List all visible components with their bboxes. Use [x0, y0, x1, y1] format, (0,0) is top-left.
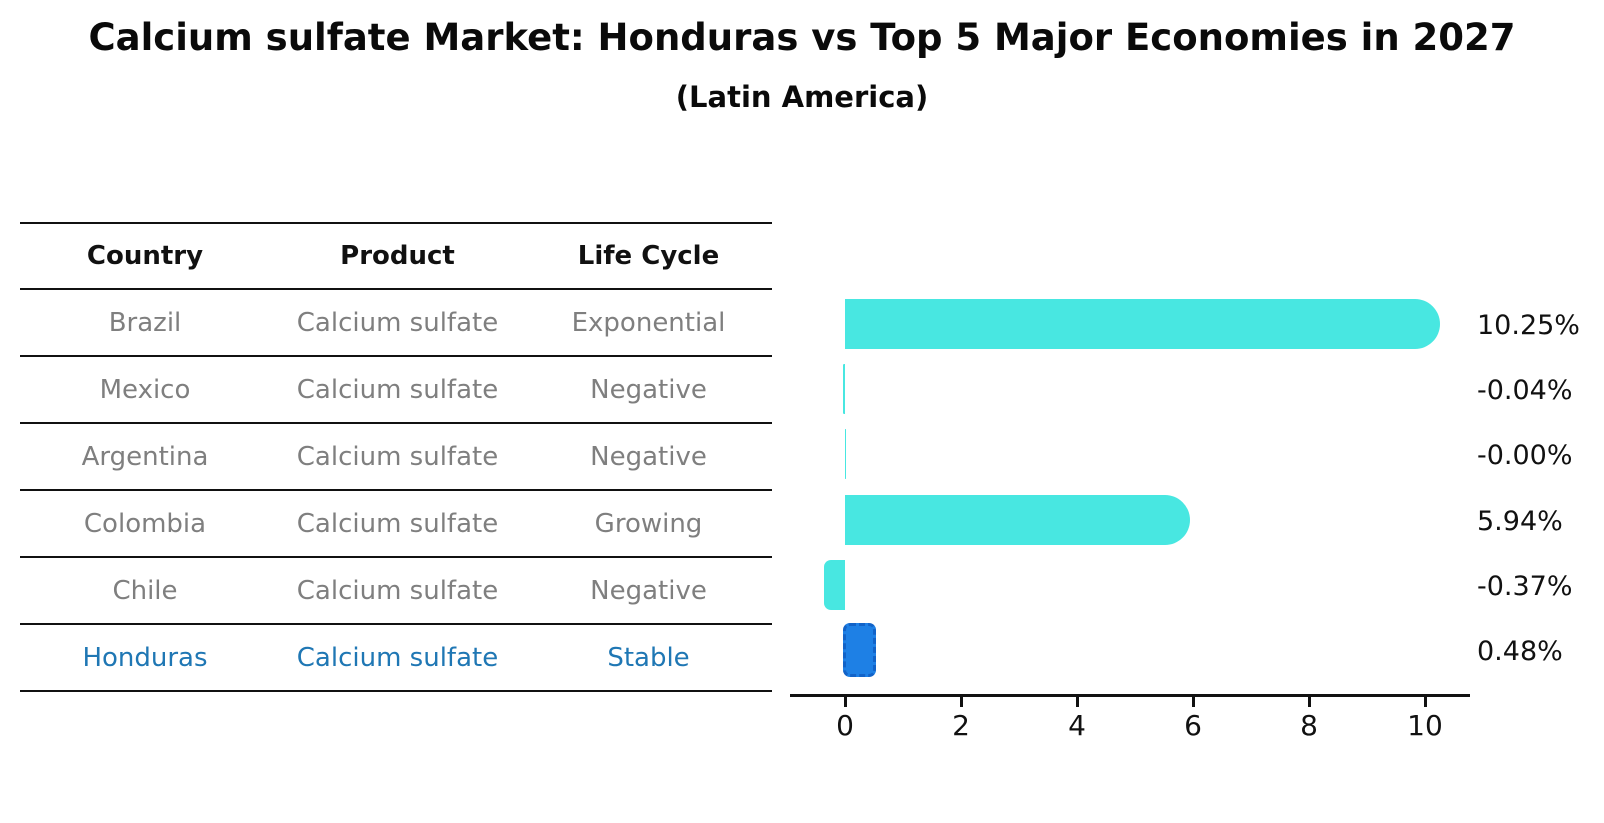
- bar-value-label: 10.25%: [1477, 310, 1580, 341]
- table-header-row: Country Product Life Cycle: [20, 222, 772, 290]
- x-tick-mark: [843, 697, 847, 707]
- x-tick-mark: [1307, 697, 1311, 707]
- cell-product: Calcium sulfate: [296, 575, 499, 606]
- chart-subtitle: (Latin America): [675, 80, 929, 114]
- bar-value-label: -0.00%: [1477, 440, 1573, 472]
- bar-argentina: [845, 429, 847, 480]
- table-row-highlight: Honduras Calcium sulfate Stable: [20, 625, 772, 692]
- cell-life-cycle: Stable: [607, 642, 690, 673]
- bar-brazil: [845, 299, 1440, 349]
- cell-country: Mexico: [99, 374, 191, 405]
- cell-country: Brazil: [108, 307, 182, 338]
- x-tick-label: 2: [952, 709, 970, 742]
- bar-mexico: [842, 364, 845, 415]
- cell-life-cycle: Growing: [594, 508, 703, 539]
- table-row: Chile Calcium sulfate Negative: [20, 558, 772, 625]
- x-tick-mark: [1075, 697, 1079, 707]
- cell-product: Calcium sulfate: [296, 307, 499, 338]
- cell-life-cycle: Negative: [590, 374, 707, 405]
- x-tick-label: 8: [1300, 709, 1318, 742]
- table-row: Argentina Calcium sulfate Negative: [20, 424, 772, 491]
- cell-country: Argentina: [81, 441, 209, 472]
- x-tick-mark: [1191, 697, 1195, 707]
- table-header-country: Country: [86, 241, 204, 271]
- bar-chile: [823, 559, 845, 610]
- cell-life-cycle: Negative: [590, 441, 707, 472]
- chart-title: Calcium sulfate Market: Honduras vs Top …: [88, 16, 1516, 59]
- cell-country: Colombia: [83, 508, 207, 539]
- bar-value-label: 5.94%: [1477, 505, 1563, 537]
- x-tick-mark: [959, 697, 963, 707]
- bar-value-label: -0.04%: [1477, 375, 1573, 407]
- cell-life-cycle: Exponential: [571, 307, 726, 338]
- cell-country: Chile: [112, 575, 178, 606]
- cell-product: Calcium sulfate: [296, 642, 499, 673]
- bar-colombia: [845, 494, 1190, 545]
- x-tick-mark: [1423, 697, 1427, 707]
- table-row: Colombia Calcium sulfate Growing: [20, 491, 772, 558]
- x-tick-label: 6: [1184, 709, 1202, 742]
- table-body: Brazil Calcium sulfate Exponential Mexico Ca…: [20, 290, 772, 692]
- cell-country: Honduras: [82, 642, 208, 673]
- table-header-lifecycle: Life Cycle: [577, 241, 720, 271]
- x-axis-line: [790, 694, 1470, 697]
- bar-honduras: [843, 623, 876, 677]
- cell-product: Calcium sulfate: [296, 508, 499, 539]
- table-header-product: Product: [340, 241, 455, 271]
- bar-value-label: -0.37%: [1477, 570, 1573, 602]
- table-row: Mexico Calcium sulfate Negative: [20, 357, 772, 424]
- x-tick-label: 4: [1068, 709, 1086, 742]
- cell-product: Calcium sulfate: [296, 374, 499, 405]
- bar-value-label: 0.48%: [1477, 636, 1563, 667]
- market-table: Country Product Life Cycle Brazil Calcium…: [20, 222, 772, 692]
- x-tick-label: 0: [836, 709, 854, 742]
- x-tick-label: 10: [1407, 709, 1443, 742]
- cell-life-cycle: Negative: [590, 575, 707, 606]
- cell-product: Calcium sulfate: [296, 441, 499, 472]
- table-row: Brazil Calcium sulfate Exponential: [20, 290, 772, 357]
